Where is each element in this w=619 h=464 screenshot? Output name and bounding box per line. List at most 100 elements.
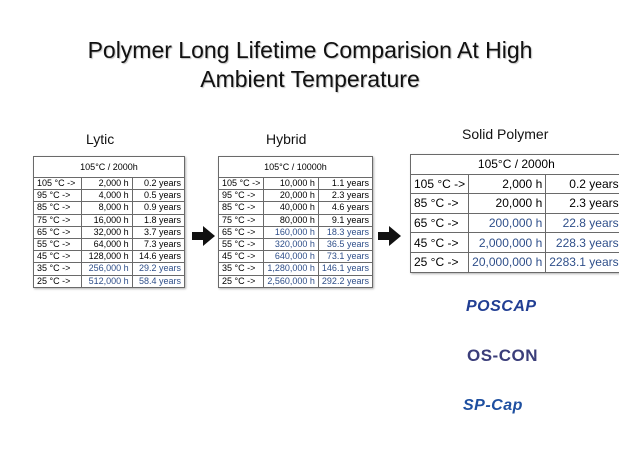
table-row: 35 °C -> 256,000 h 29.2 years bbox=[32, 262, 186, 276]
slide-title-line2: Ambient Temperature bbox=[200, 66, 420, 92]
table-row: 35 °C -> 1,280,000 h 146.1 years bbox=[217, 262, 373, 276]
hours-cell: 128,000 h bbox=[81, 250, 133, 264]
hybrid-table: 105°C / 10000h 105 °C -> 10,000 h 1.1 year… bbox=[217, 156, 373, 288]
lytic-table: 105°C / 2000h 105 °C -> 2,000 h 0.2 years 9… bbox=[32, 156, 186, 288]
temperature-cell: 35 °C -> bbox=[32, 262, 83, 276]
temperature-cell: 65 °C -> bbox=[409, 212, 470, 234]
hours-cell: 2,000,000 h bbox=[468, 232, 547, 253]
table-row: 75 °C -> 80,000 h 9.1 years bbox=[217, 213, 373, 227]
temperature-cell: 105 °C -> bbox=[217, 176, 265, 191]
hours-cell: 320,000 h bbox=[263, 237, 319, 252]
temperature-cell: 65 °C -> bbox=[217, 225, 265, 239]
years-cell: 7.3 years bbox=[131, 237, 186, 252]
hours-cell: 2,000 h bbox=[468, 173, 547, 195]
slide-title-line1: Polymer Long Lifetime Comparision At Hig… bbox=[87, 37, 533, 63]
hours-cell: 20,000 h bbox=[263, 189, 319, 203]
temperature-cell: 75 °C -> bbox=[32, 213, 83, 227]
years-cell: 0.2 years bbox=[545, 173, 619, 195]
temperature-cell: 55 °C -> bbox=[32, 237, 83, 252]
hours-cell: 64,000 h bbox=[81, 237, 133, 252]
lytic-label: Lytic bbox=[86, 131, 115, 147]
years-cell: 29.2 years bbox=[131, 262, 186, 276]
years-cell: 2.3 years bbox=[545, 193, 619, 214]
years-cell: 228.3 years bbox=[545, 232, 619, 253]
temperature-cell: 25 °C -> bbox=[32, 274, 83, 288]
slide-title: Polymer Long Lifetime Comparision At Hig… bbox=[40, 36, 580, 94]
table-row: 95 °C -> 4,000 h 0.5 years bbox=[32, 189, 186, 203]
temperature-cell: 95 °C -> bbox=[32, 189, 83, 203]
temperature-cell: 65 °C -> bbox=[32, 225, 83, 239]
hybrid-header-row: 105°C / 10000h bbox=[218, 156, 373, 178]
temperature-cell: 85 °C -> bbox=[32, 201, 83, 215]
hours-cell: 640,000 h bbox=[263, 250, 319, 264]
table-row: 45 °C -> 128,000 h 14.6 years bbox=[32, 250, 186, 264]
hours-cell: 200,000 h bbox=[468, 212, 547, 234]
years-cell: 1.1 years bbox=[317, 176, 373, 191]
temperature-cell: 95 °C -> bbox=[217, 189, 265, 203]
hours-cell: 2,560,000 h bbox=[263, 274, 319, 288]
years-cell: 292.2 years bbox=[317, 274, 373, 288]
temperature-cell: 45 °C -> bbox=[32, 250, 83, 264]
hours-cell: 8,000 h bbox=[81, 201, 133, 215]
oscon-logo: OS-CON bbox=[467, 346, 538, 365]
hours-cell: 2,000 h bbox=[81, 176, 133, 191]
poscap-logo: POSCAP bbox=[466, 298, 537, 315]
table-row: 105 °C -> 2,000 h 0.2 years bbox=[32, 176, 186, 191]
temperature-cell: 25 °C -> bbox=[217, 274, 265, 288]
years-cell: 58.4 years bbox=[131, 274, 186, 288]
years-cell: 1.8 years bbox=[131, 213, 186, 227]
hybrid-label: Hybrid bbox=[266, 131, 307, 147]
years-cell: 18.3 years bbox=[317, 225, 373, 239]
years-cell: 0.9 years bbox=[131, 201, 186, 215]
hours-cell: 80,000 h bbox=[263, 213, 319, 227]
table-row: 25 °C -> 20,000,000 h 2283.1 years bbox=[409, 251, 619, 273]
hours-cell: 512,000 h bbox=[81, 274, 133, 288]
years-cell: 2283.1 years bbox=[545, 251, 619, 273]
years-cell: 4.6 years bbox=[317, 201, 373, 215]
hours-cell: 160,000 h bbox=[263, 225, 319, 239]
temperature-cell: 25 °C -> bbox=[409, 251, 470, 273]
solid-polymer-label: Solid Polymer bbox=[462, 126, 549, 142]
table-row: 75 °C -> 16,000 h 1.8 years bbox=[32, 213, 186, 227]
years-cell: 0.5 years bbox=[131, 189, 186, 203]
table-row: 85 °C -> 8,000 h 0.9 years bbox=[32, 201, 186, 215]
years-cell: 9.1 years bbox=[317, 213, 373, 227]
years-cell: 14.6 years bbox=[131, 250, 186, 264]
table-row: 45 °C -> 2,000,000 h 228.3 years bbox=[409, 232, 619, 253]
table-row: 65 °C -> 32,000 h 3.7 years bbox=[32, 225, 186, 239]
temperature-cell: 55 °C -> bbox=[217, 237, 265, 252]
years-cell: 22.8 years bbox=[545, 212, 619, 234]
hours-cell: 10,000 h bbox=[263, 176, 319, 191]
hours-cell: 20,000,000 h bbox=[468, 251, 547, 273]
table-row: 55 °C -> 64,000 h 7.3 years bbox=[32, 237, 186, 252]
hours-cell: 20,000 h bbox=[468, 193, 547, 214]
table-row: 65 °C -> 200,000 h 22.8 years bbox=[409, 212, 619, 234]
temperature-cell: 75 °C -> bbox=[217, 213, 265, 227]
solid-header: 105°C / 2000h bbox=[410, 154, 619, 175]
table-row: 85 °C -> 40,000 h 4.6 years bbox=[217, 201, 373, 215]
table-row: 25 °C -> 2,560,000 h 292.2 years bbox=[217, 274, 373, 288]
hours-cell: 4,000 h bbox=[81, 189, 133, 203]
temperature-cell: 45 °C -> bbox=[217, 250, 265, 264]
years-cell: 0.2 years bbox=[131, 176, 186, 191]
table-row: 25 °C -> 512,000 h 58.4 years bbox=[32, 274, 186, 288]
years-cell: 73.1 years bbox=[317, 250, 373, 264]
lytic-header: 105°C / 2000h bbox=[33, 156, 185, 178]
temperature-cell: 85 °C -> bbox=[217, 201, 265, 215]
hours-cell: 32,000 h bbox=[81, 225, 133, 239]
table-row: 85 °C -> 20,000 h 2.3 years bbox=[409, 193, 619, 214]
table-row: 105 °C -> 10,000 h 1.1 years bbox=[217, 176, 373, 191]
hours-cell: 256,000 h bbox=[81, 262, 133, 276]
table-row: 65 °C -> 160,000 h 18.3 years bbox=[217, 225, 373, 239]
temperature-cell: 105 °C -> bbox=[32, 176, 83, 191]
solid-polymer-table: 105°C / 2000h 105 °C -> 2,000 h 0.2 years 8… bbox=[409, 154, 619, 273]
years-cell: 2.3 years bbox=[317, 189, 373, 203]
hours-cell: 1,280,000 h bbox=[263, 262, 319, 276]
years-cell: 36.5 years bbox=[317, 237, 373, 252]
temperature-cell: 105 °C -> bbox=[409, 173, 470, 195]
spcap-logo: SP-Cap bbox=[463, 397, 523, 414]
hours-cell: 16,000 h bbox=[81, 213, 133, 227]
lytic-header-row: 105°C / 2000h bbox=[33, 156, 185, 178]
table-row: 45 °C -> 640,000 h 73.1 years bbox=[217, 250, 373, 264]
table-row: 95 °C -> 20,000 h 2.3 years bbox=[217, 189, 373, 203]
